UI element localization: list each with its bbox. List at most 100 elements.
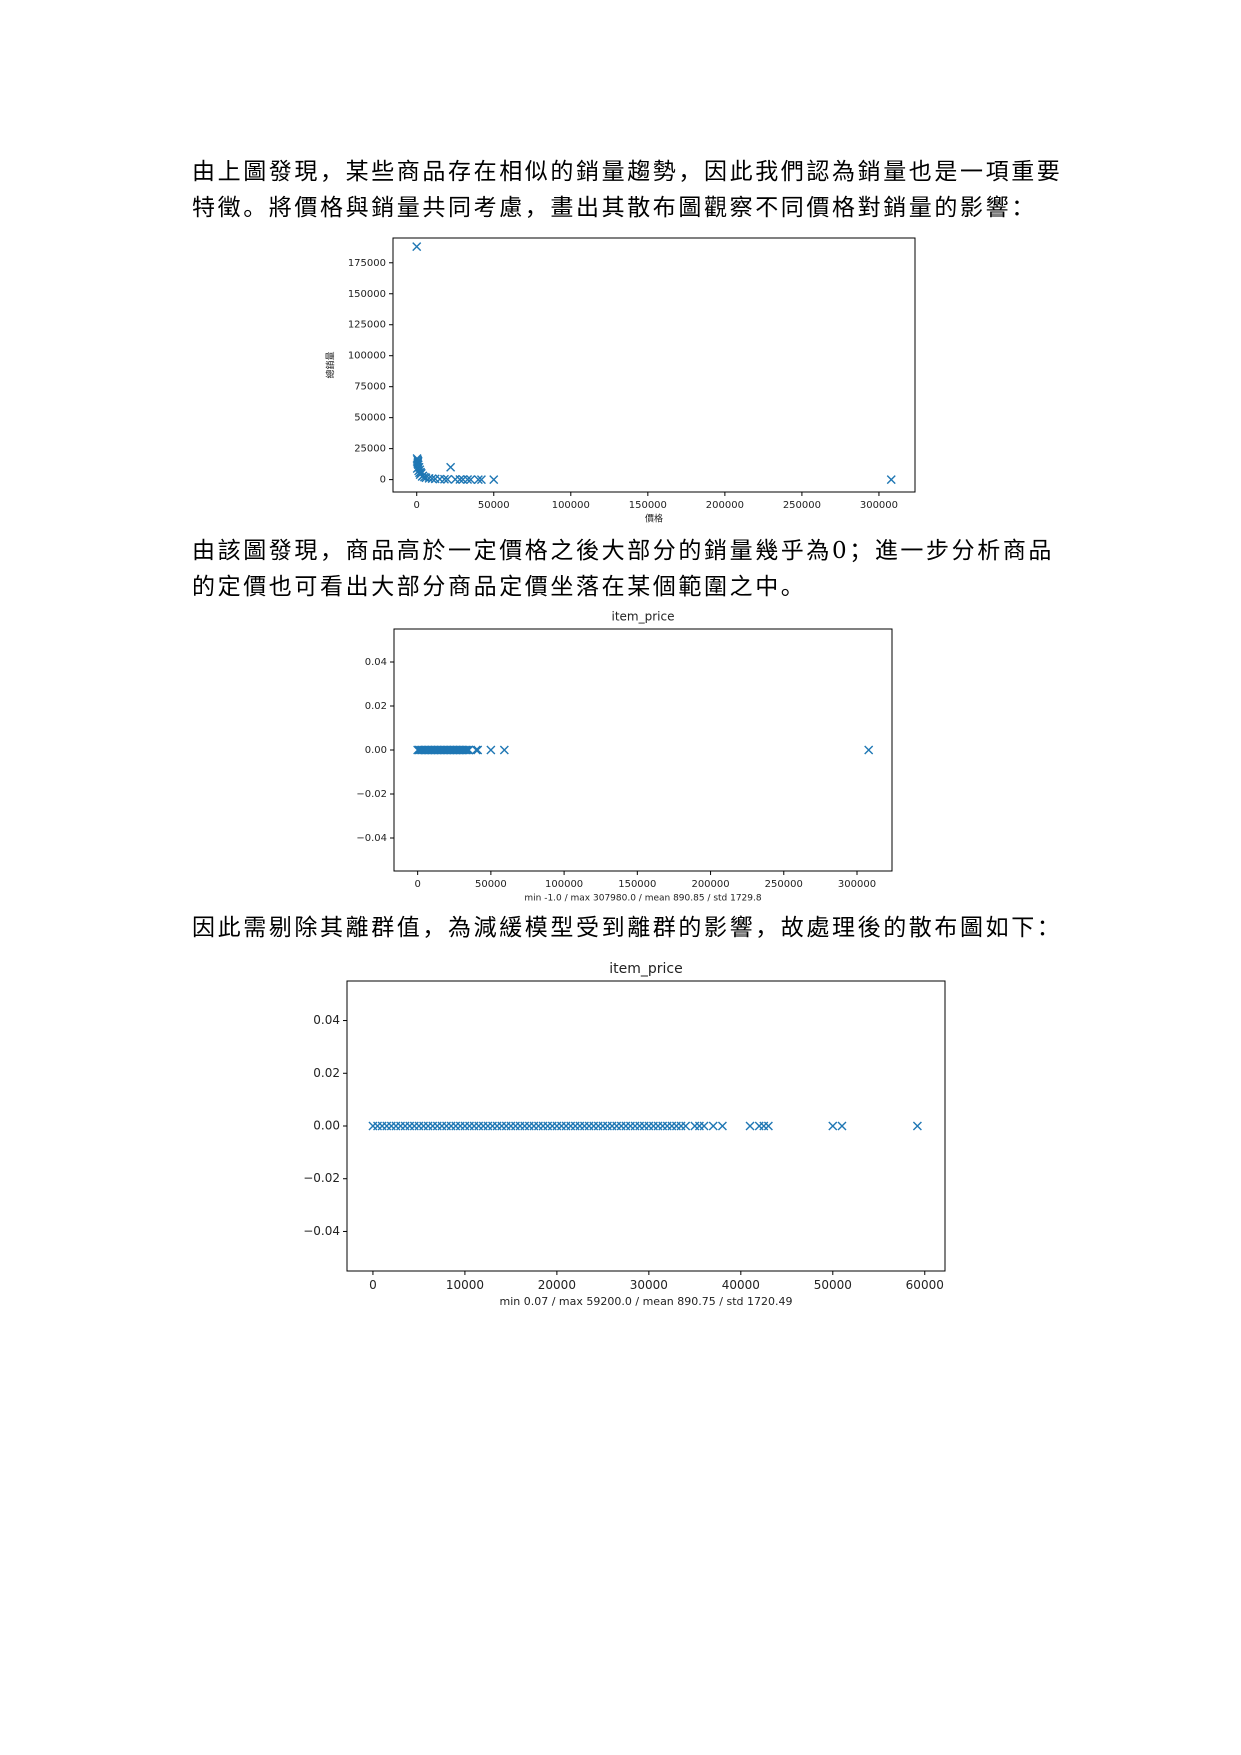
marker (612, 1121, 622, 1131)
marker (694, 1121, 704, 1131)
marker (671, 1121, 681, 1131)
marker (460, 1121, 470, 1131)
x-tick-label: 250000 (765, 879, 803, 890)
marker (427, 474, 437, 484)
marker (428, 1121, 438, 1131)
marker (662, 1121, 672, 1131)
marker (886, 475, 896, 485)
marker (653, 1121, 663, 1131)
marker (837, 1121, 847, 1131)
x-tick-label: 250000 (783, 500, 821, 511)
y-tick-label: 0.00 (313, 1119, 340, 1133)
x-axis-label: 價格 (645, 513, 663, 525)
marker (543, 1121, 553, 1131)
marker (471, 745, 481, 755)
x-tick-label: 150000 (618, 879, 656, 890)
y-tick-label: −0.02 (303, 1171, 340, 1185)
marker (681, 1121, 691, 1131)
marker (593, 1121, 603, 1131)
paragraph-line: 由上圖發現，某些商品存在相似的銷量趨勢，因此我們認為銷量也是一項重要 (192, 159, 1063, 185)
y-axis-label: 總銷量 (325, 351, 337, 378)
x-tick-label: 50000 (814, 1278, 852, 1292)
marker (547, 1121, 557, 1131)
marker (489, 475, 499, 485)
marker (413, 456, 423, 466)
marker (912, 1121, 922, 1131)
y-tick-label: 0 (380, 475, 386, 486)
marker (515, 1121, 525, 1131)
x-tick-label: 0 (414, 879, 420, 890)
marker (579, 1121, 589, 1131)
marker (488, 1121, 497, 1131)
marker (598, 1121, 608, 1131)
marker (492, 1121, 502, 1131)
marker (621, 1121, 631, 1131)
marker (538, 1121, 548, 1131)
marker (658, 1121, 668, 1131)
chart-title: item_price (609, 961, 682, 977)
marker (446, 1121, 456, 1131)
marker (396, 1121, 406, 1131)
marker (520, 1121, 530, 1131)
marker (465, 1121, 475, 1131)
y-tick-label: 175000 (348, 258, 386, 269)
marker (510, 1121, 520, 1131)
x-tick-label: 0 (414, 500, 420, 511)
marker (405, 1121, 415, 1131)
marker (423, 1121, 433, 1131)
marker (464, 745, 474, 755)
x-tick-label: 40000 (722, 1278, 760, 1292)
marker (413, 459, 423, 468)
x-tick-label: 200000 (691, 879, 729, 890)
marker (561, 1121, 571, 1131)
marker (501, 1121, 511, 1131)
paragraph-line: 的定價也可看出大部分商品定價坐落在某個範圍之中。 (192, 574, 807, 600)
y-tick-label: −0.04 (303, 1224, 340, 1238)
marker (648, 1121, 658, 1131)
x-tick-label: 100000 (552, 500, 590, 511)
marker (391, 1121, 401, 1131)
chart-title: item_price (612, 610, 675, 624)
marker (690, 1121, 700, 1131)
marker (417, 472, 427, 482)
marker (745, 1121, 755, 1131)
marker (602, 1121, 612, 1131)
marker (708, 1121, 718, 1131)
marker (552, 1121, 562, 1131)
marker (575, 1121, 585, 1131)
marker (437, 1121, 447, 1131)
marker (570, 1121, 580, 1131)
plot-frame (392, 237, 916, 493)
x-tick-label: 150000 (629, 500, 667, 511)
marker (455, 1121, 465, 1131)
x-tick-label: 0 (369, 1278, 377, 1292)
marker (474, 1121, 484, 1131)
x-tick-label: 30000 (630, 1278, 668, 1292)
marker (451, 1121, 461, 1131)
marker (439, 474, 449, 484)
marker (442, 1121, 452, 1131)
marker (478, 1121, 488, 1131)
marker (524, 1121, 534, 1131)
marker (566, 1121, 576, 1131)
marker (828, 1121, 838, 1131)
marker (476, 475, 486, 485)
marker (415, 468, 424, 478)
y-tick-label: 0.04 (313, 1013, 340, 1027)
marker (483, 1121, 493, 1131)
marker (667, 1121, 677, 1131)
x-tick-label: 300000 (860, 500, 898, 511)
marker (499, 745, 509, 755)
marker (584, 1121, 594, 1131)
marker (463, 475, 473, 485)
marker (639, 1121, 649, 1131)
marker (533, 1121, 543, 1131)
x-tick-label: 300000 (838, 879, 876, 890)
paragraph-line: 特徵。將價格與銷量共同考慮，畫出其散布圖觀察不同價格對銷量的影響： (192, 195, 1037, 221)
y-tick-label: 0.02 (365, 701, 387, 712)
y-tick-label: 150000 (348, 289, 386, 300)
marker (473, 745, 483, 755)
x-tick-label: 60000 (906, 1278, 944, 1292)
marker (409, 1121, 419, 1131)
